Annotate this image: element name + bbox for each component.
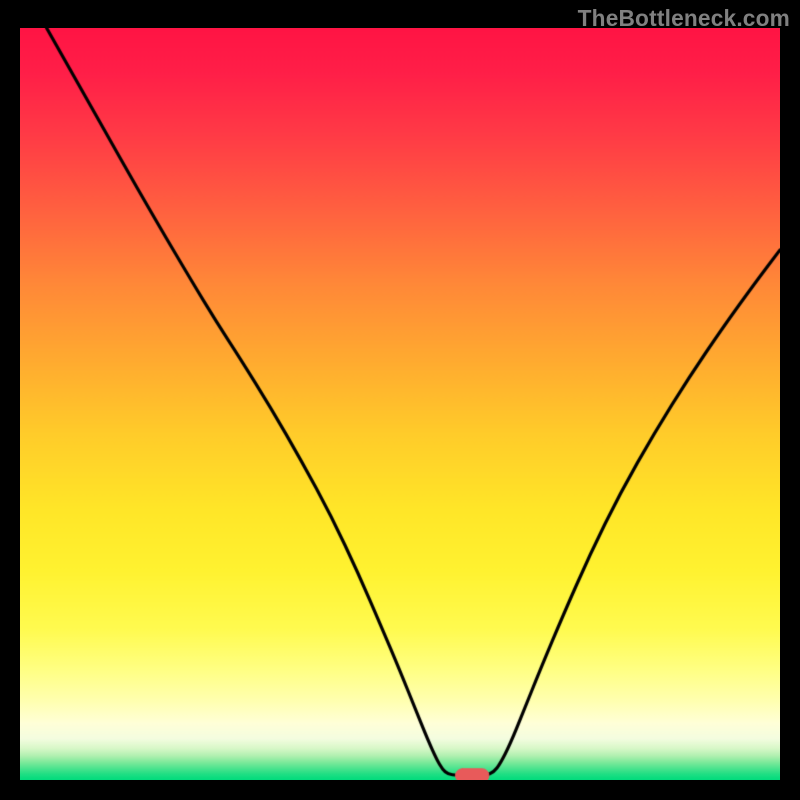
attribution-label: TheBottleneck.com: [578, 5, 790, 32]
chart-stage: TheBottleneck.com: [0, 0, 800, 800]
bottleneck-chart-canvas: [20, 28, 780, 780]
